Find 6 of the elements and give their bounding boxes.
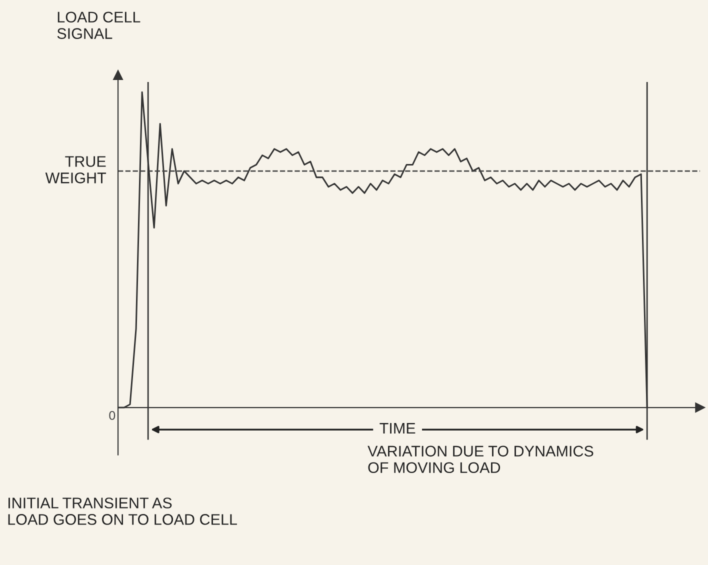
y-axis-title: LOAD CELL SIGNAL	[57, 12, 140, 39]
ref-line-label: TRUE WEIGHT	[45, 156, 106, 184]
text: INITIAL TRANSIENT AS LOAD GOES ON TO LOAD CELL	[8, 498, 237, 525]
text: TIME	[380, 423, 416, 434]
text: VARIATION DUE TO DYNAMICS OF MOVING LOAD	[368, 446, 594, 474]
text: 0	[109, 411, 116, 420]
